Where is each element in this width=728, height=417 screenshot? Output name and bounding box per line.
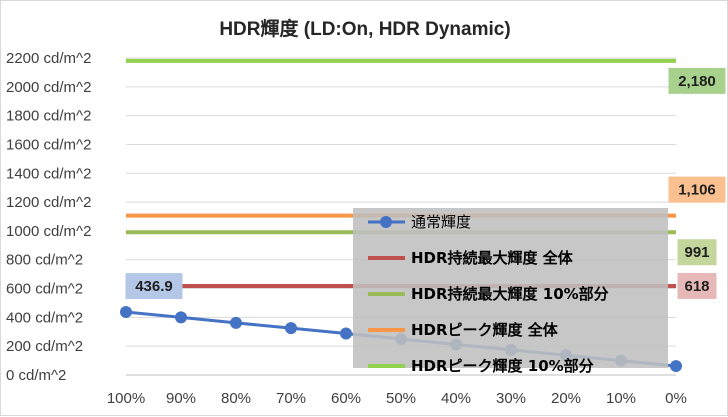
data-point <box>120 306 132 319</box>
data-labels: 436.9 618 991 1,106 2,180 <box>125 67 726 300</box>
y-tick-label: 800 cd/m^2 <box>6 252 83 269</box>
y-tick-label: 200 cd/m^2 <box>6 338 83 355</box>
x-tick-label: 60% <box>331 390 361 407</box>
y-tick-label: 600 cd/m^2 <box>6 281 83 298</box>
legend-box <box>353 208 668 368</box>
legend: 通常輝度 HDR持続最大輝度 全体 HDR持続最大輝度 10%部分 HDRピーク輝度 … <box>353 208 668 375</box>
legend-entry: HDR持続最大輝度 全体 <box>411 249 574 267</box>
y-tick-label: 0 cd/m^2 <box>6 367 66 384</box>
y-tick-label: 400 cd/m^2 <box>6 309 83 326</box>
legend-entry: HDR持続最大輝度 10%部分 <box>411 285 609 303</box>
y-tick-label: 1000 cd/m^2 <box>6 223 91 240</box>
y-axis: 0 cd/m^2 200 cd/m^2 400 cd/m^2 600 cd/m^2 80… <box>6 50 91 384</box>
y-tick-label: 2200 cd/m^2 <box>6 50 91 67</box>
data-label: 991 <box>684 244 709 261</box>
data-label: 2,180 <box>678 73 716 90</box>
data-point <box>175 311 187 324</box>
data-point <box>670 360 682 373</box>
legend-entry: HDRピーク輝度 10%部分 <box>411 357 594 375</box>
data-label-box <box>125 273 183 300</box>
y-tick-label: 2000 cd/m^2 <box>6 79 91 96</box>
x-tick-label: 0% <box>665 390 687 407</box>
y-tick-label: 1200 cd/m^2 <box>6 194 91 211</box>
x-tick-label: 90% <box>166 390 196 407</box>
x-tick-label: 40% <box>441 390 471 407</box>
data-point <box>340 327 352 340</box>
legend-entry: 通常輝度 <box>411 213 471 231</box>
legend-entry: HDRピーク輝度 全体 <box>411 321 559 339</box>
data-point <box>230 316 242 329</box>
data-label-box <box>677 239 717 266</box>
y-tick-label: 1600 cd/m^2 <box>6 136 91 153</box>
x-tick-label: 20% <box>551 390 581 407</box>
x-tick-label: 100% <box>107 390 145 407</box>
data-label-box <box>668 176 726 203</box>
x-axis: 100% 90% 80% 70% 60% 50% 40% 30% 20% 10% 0% <box>107 390 687 407</box>
x-tick-label: 80% <box>221 390 251 407</box>
x-tick-label: 50% <box>386 390 416 407</box>
y-tick-label: 1800 cd/m^2 <box>6 108 91 125</box>
data-label-box <box>668 67 726 94</box>
data-point <box>285 322 297 335</box>
x-tick-label: 30% <box>496 390 526 407</box>
y-tick-label: 1400 cd/m^2 <box>6 165 91 182</box>
data-label: 618 <box>684 278 709 295</box>
data-label: 1,106 <box>678 182 716 199</box>
data-label-box <box>677 272 717 299</box>
x-tick-label: 70% <box>276 390 306 407</box>
legend-marker <box>380 216 392 228</box>
data-label: 436.9 <box>135 278 173 295</box>
chart-title: HDR輝度 (LD:On, HDR Dynamic) <box>219 17 510 40</box>
x-tick-label: 10% <box>606 390 636 407</box>
